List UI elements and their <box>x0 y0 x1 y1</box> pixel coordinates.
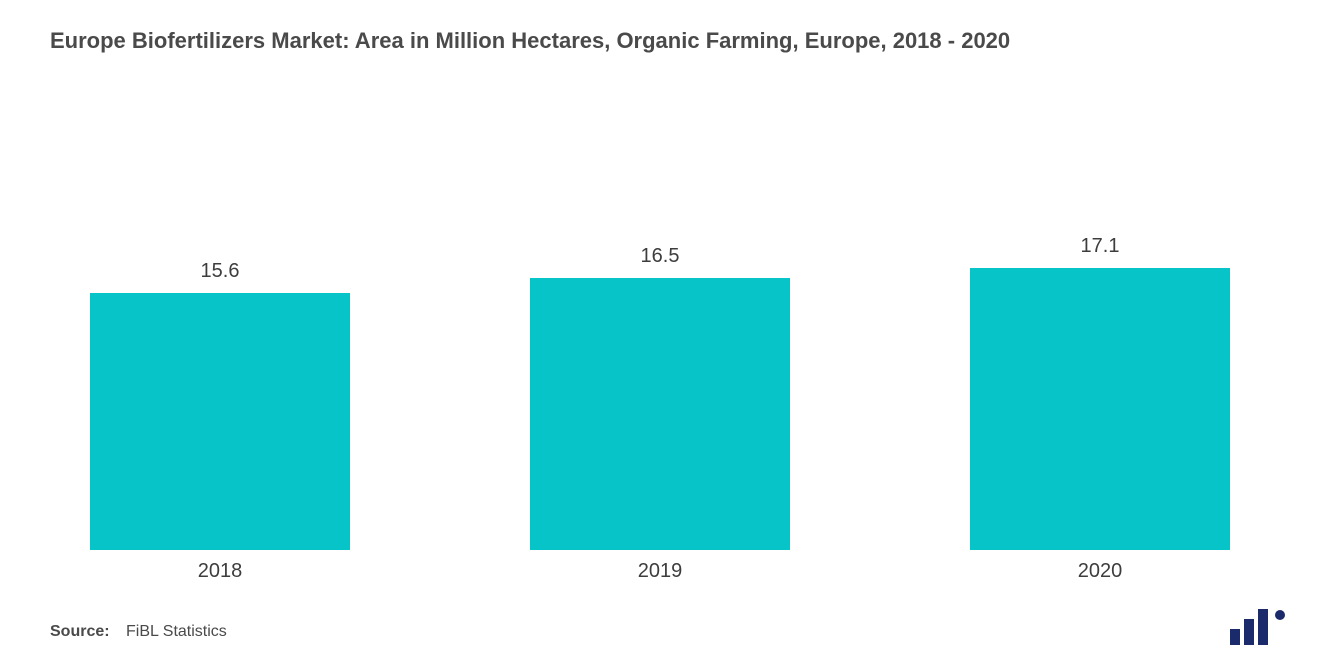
bar-value-label: 15.6 <box>201 260 240 283</box>
chart-title: Europe Biofertilizers Market: Area in Mi… <box>50 28 1270 54</box>
brand-logo-icon <box>1228 609 1288 645</box>
bar-value-label: 17.1 <box>1081 235 1120 258</box>
x-axis-label: 2018 <box>90 560 350 583</box>
bar <box>970 268 1230 550</box>
bar-group: 15.6 <box>90 260 350 550</box>
x-axis-labels: 2018 2019 2020 <box>50 560 1270 583</box>
source-label: Source: <box>50 623 110 640</box>
chart-container: Europe Biofertilizers Market: Area in Mi… <box>0 0 1320 665</box>
bar-chart: 15.6 16.5 17.1 <box>50 150 1270 550</box>
source-value: FiBL Statistics <box>126 623 227 640</box>
bar-group: 16.5 <box>530 245 790 550</box>
bar <box>530 278 790 550</box>
x-axis-label: 2019 <box>530 560 790 583</box>
source-citation: Source: FiBL Statistics <box>50 623 227 641</box>
x-axis-label: 2020 <box>970 560 1230 583</box>
bar-value-label: 16.5 <box>641 245 680 268</box>
bar-group: 17.1 <box>970 235 1230 550</box>
bar <box>90 293 350 550</box>
